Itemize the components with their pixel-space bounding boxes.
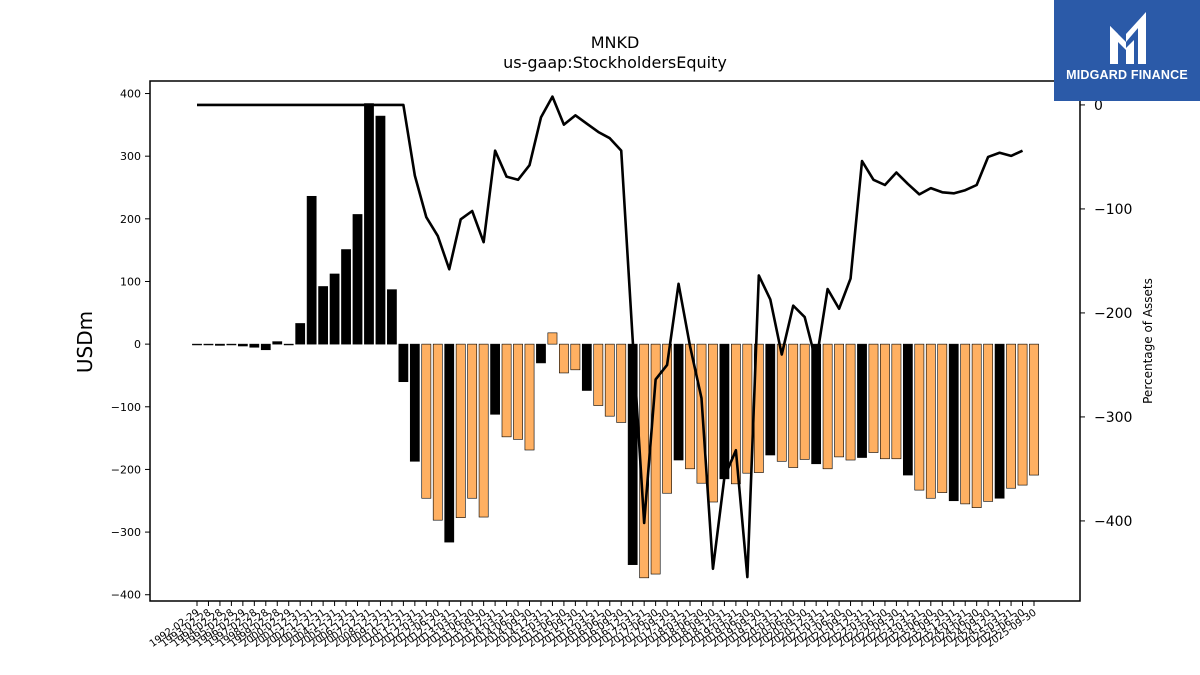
percentage-line — [197, 95, 1024, 579]
bar — [283, 343, 294, 346]
axes: 400 300 200 100 0 −100 −200 −300 −400 0 −100 −200 −3… — [111, 80, 1132, 650]
bar — [478, 343, 489, 518]
bar — [409, 343, 420, 462]
bar — [455, 343, 466, 518]
bar — [730, 343, 741, 485]
bar — [513, 343, 523, 440]
bar — [948, 343, 959, 502]
bar — [765, 343, 776, 456]
brand-logo: MIDGARD FINANCE — [1054, 0, 1200, 101]
bar — [857, 343, 867, 458]
bar — [501, 343, 512, 438]
chart-title: MNKD — [591, 33, 640, 52]
bar — [880, 343, 890, 460]
bar — [616, 343, 627, 423]
bar — [811, 343, 822, 465]
bar — [891, 343, 902, 460]
bar — [237, 343, 248, 347]
bar — [318, 286, 329, 345]
bar — [329, 273, 340, 345]
bar — [662, 343, 672, 494]
bar — [581, 343, 592, 391]
y-tick-label: 100 — [120, 275, 141, 288]
bar — [352, 214, 363, 345]
y2-tick-label: 0 — [1094, 98, 1103, 114]
midgard-logo-icon — [1110, 12, 1146, 64]
bar — [387, 289, 397, 345]
bar — [1029, 343, 1039, 476]
bar — [776, 343, 787, 462]
y-tick-label: −400 — [111, 589, 141, 602]
bar — [593, 343, 604, 406]
bar — [788, 343, 799, 468]
bar — [306, 195, 317, 345]
bar — [719, 343, 730, 480]
y2-axis-label: Percentage of Assets — [1141, 278, 1155, 404]
bar — [398, 343, 409, 383]
bar — [467, 343, 478, 499]
bar — [960, 343, 971, 505]
y2-tick-label: −400 — [1094, 514, 1132, 530]
bar — [536, 343, 546, 364]
y-tick-label: 200 — [120, 213, 141, 226]
bar — [226, 343, 237, 346]
bar — [249, 343, 260, 348]
bar — [341, 249, 351, 345]
bar — [902, 343, 913, 476]
bar — [673, 343, 684, 461]
bar — [570, 343, 581, 371]
bar — [203, 343, 214, 346]
bar — [742, 343, 753, 474]
y2-tick-label: −300 — [1094, 410, 1132, 426]
y2-tick-label: −200 — [1094, 306, 1132, 322]
bar — [432, 343, 443, 521]
bar — [914, 343, 925, 491]
brand-name: MIDGARD FINANCE — [1066, 68, 1188, 82]
bar — [937, 343, 948, 493]
y-tick-label: 400 — [120, 88, 141, 101]
bar — [524, 343, 535, 451]
bar — [1017, 343, 1028, 486]
bar — [925, 343, 936, 499]
bar — [260, 343, 271, 351]
bar — [215, 343, 225, 346]
bar — [822, 343, 833, 470]
bar — [559, 343, 569, 374]
bar — [547, 332, 558, 345]
bar — [845, 343, 856, 461]
bar — [604, 343, 615, 417]
plot-frame — [149, 80, 1081, 602]
y-tick-label: −100 — [111, 401, 141, 414]
chart-subtitle: us-gaap:StockholdersEquity — [503, 53, 727, 72]
bar — [650, 343, 661, 575]
bar — [983, 343, 994, 502]
bar — [994, 343, 1005, 499]
bar — [708, 343, 718, 503]
bar — [364, 103, 374, 345]
bar — [834, 343, 844, 458]
y-axis-label: USDm — [73, 311, 97, 373]
bar — [295, 323, 306, 345]
bar — [971, 343, 982, 508]
bar — [490, 343, 500, 415]
y-tick-label: −300 — [111, 526, 141, 539]
bar — [799, 343, 810, 460]
bar — [192, 343, 202, 346]
y-tick-label: −200 — [111, 463, 141, 476]
y-tick-label: 300 — [120, 150, 141, 163]
bar — [421, 343, 432, 499]
bar — [444, 343, 455, 543]
bar — [1006, 343, 1016, 489]
bar — [272, 341, 283, 345]
bar — [868, 343, 879, 453]
bar — [375, 115, 386, 345]
y-tick-label: 0 — [134, 338, 141, 351]
bar-series — [192, 103, 1039, 579]
line-series — [197, 95, 1024, 579]
y2-tick-label: −100 — [1094, 202, 1132, 218]
